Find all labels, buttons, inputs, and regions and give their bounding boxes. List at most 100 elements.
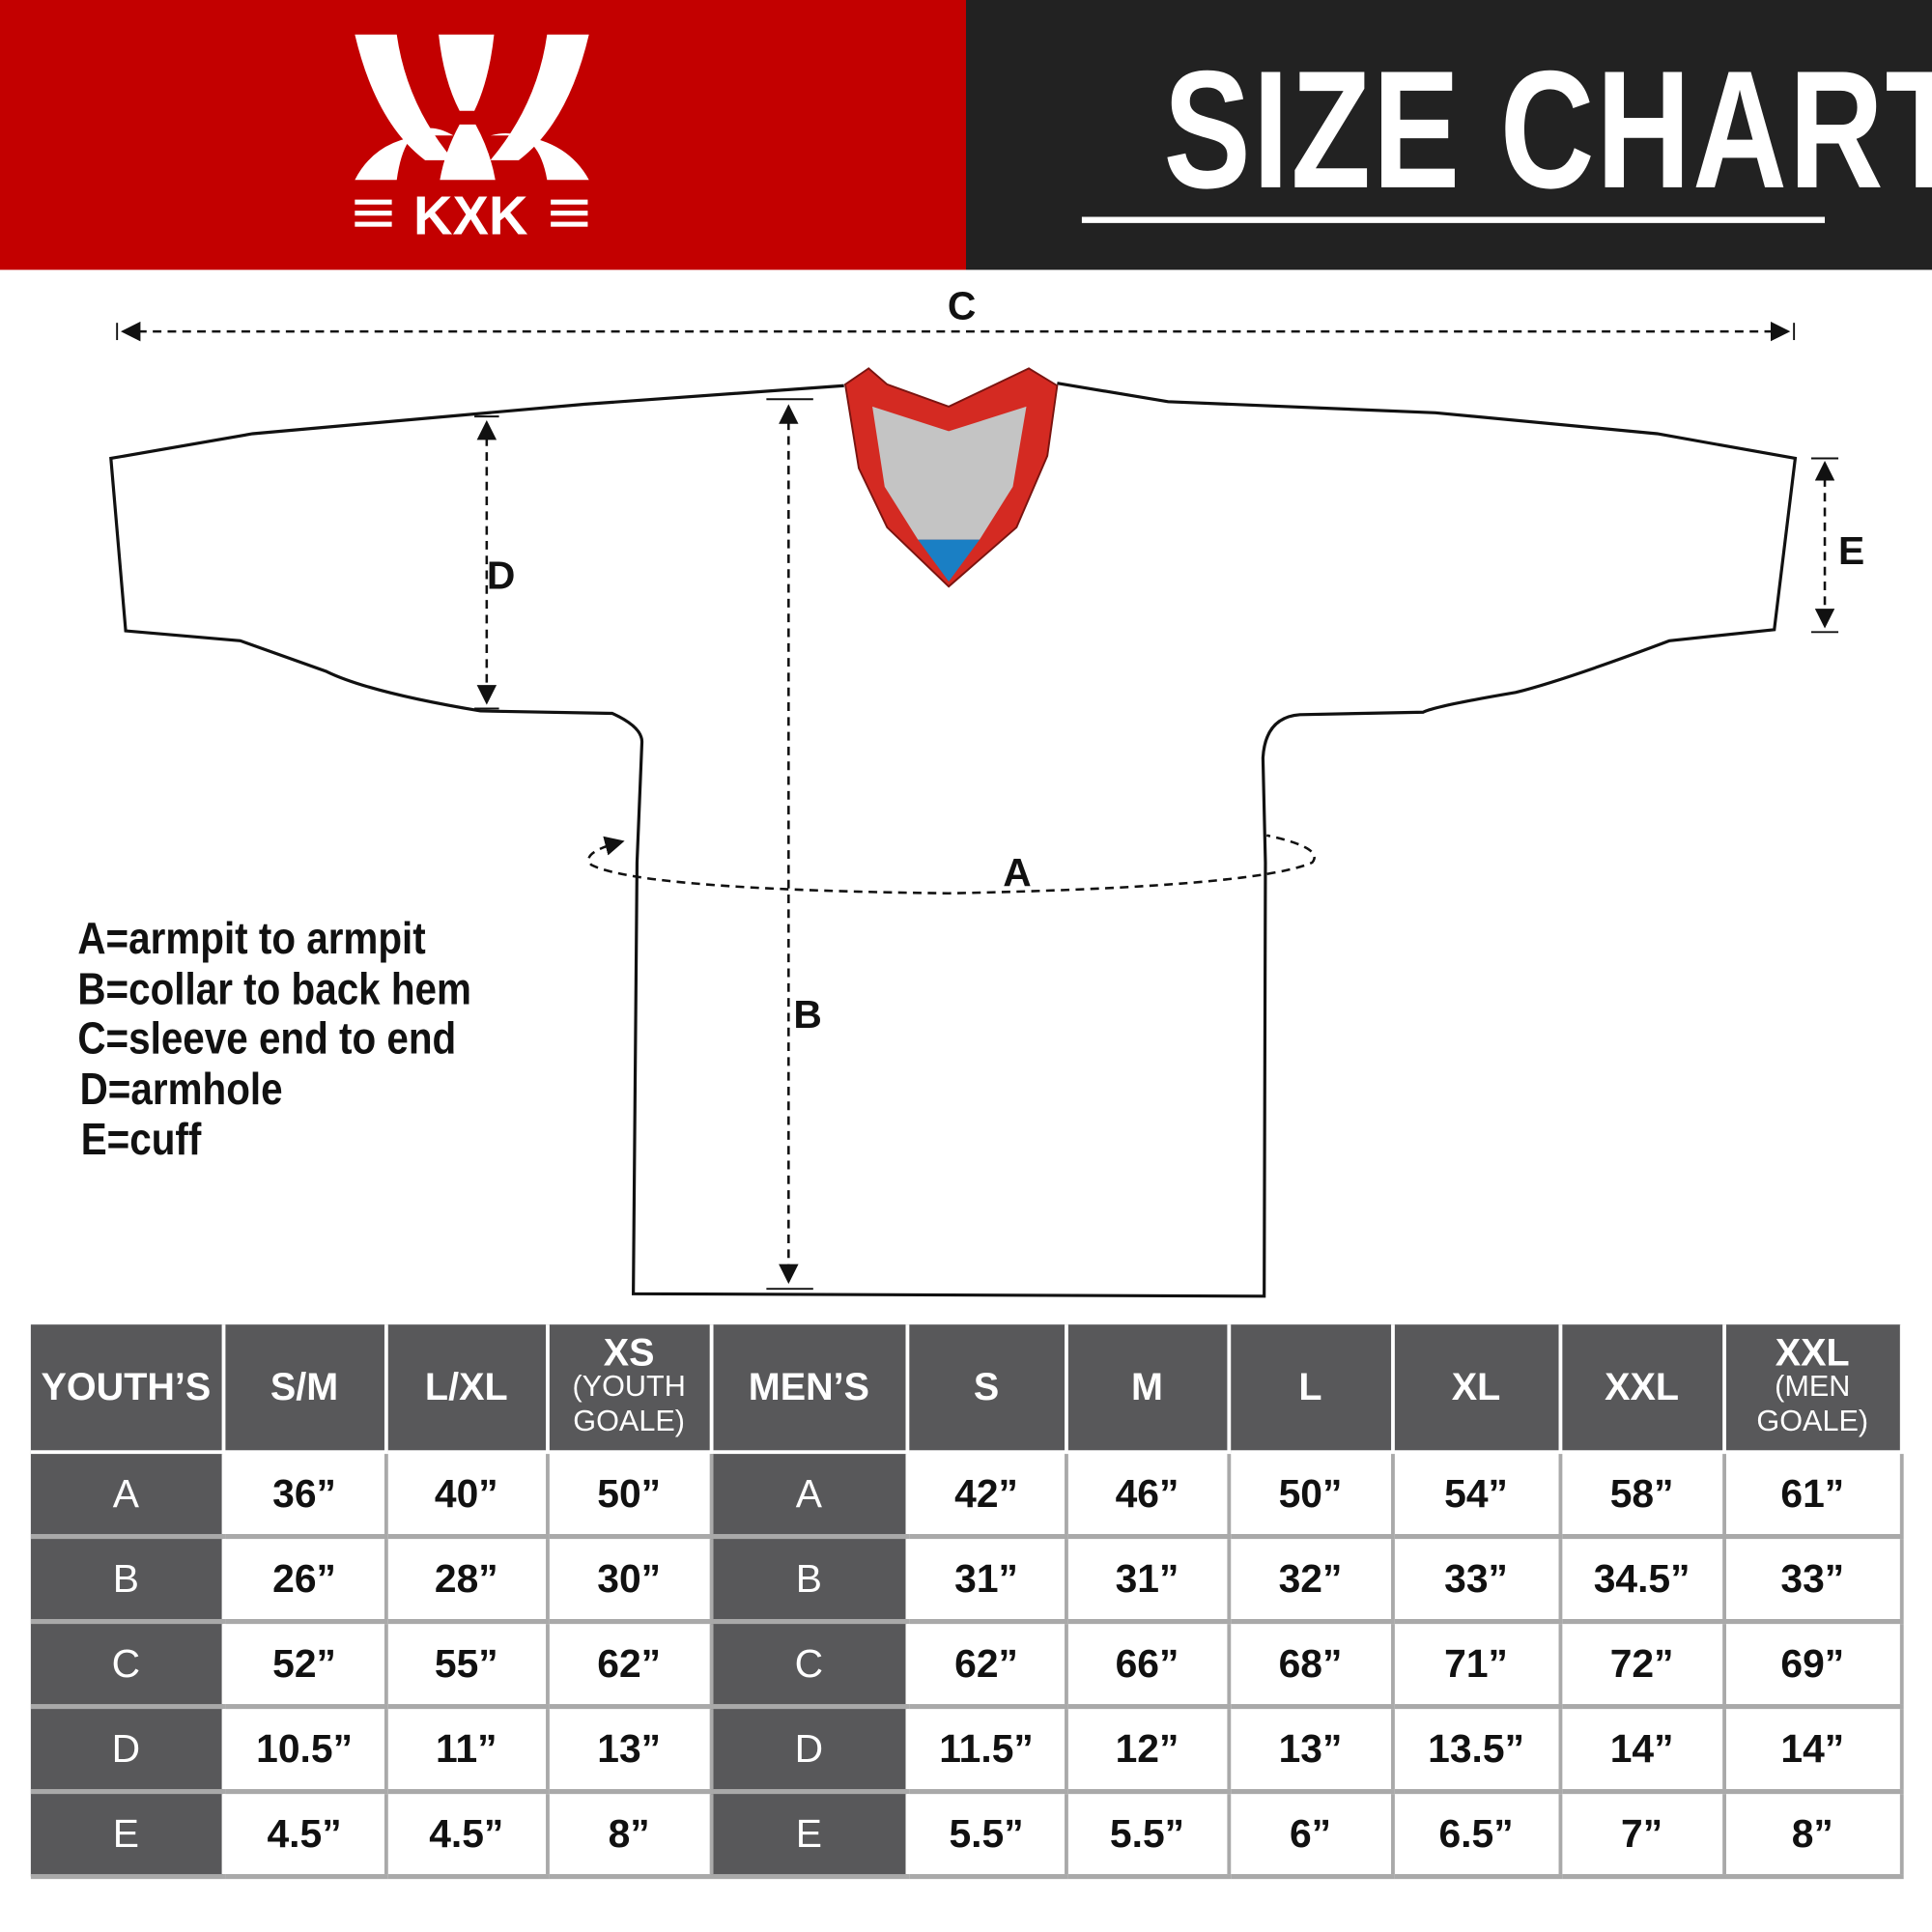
header-label: XXL (1775, 1330, 1850, 1375)
men-value-cell: 33” (1723, 1536, 1904, 1625)
header-label: L/XL (424, 1365, 508, 1408)
youth-value-cell: 40” (385, 1452, 550, 1540)
men-value-cell: 66” (1065, 1621, 1231, 1710)
label-d: D (486, 553, 516, 598)
collar-inner (872, 406, 1027, 540)
header-label: YOUTH’S (41, 1365, 212, 1408)
men-value-cell: 31” (906, 1536, 1068, 1625)
men-value-cell: 72” (1559, 1621, 1726, 1710)
header-sublabel: (MEN GOALE) (1756, 1370, 1869, 1438)
men-value-cell: 54” (1392, 1452, 1562, 1540)
men-value-cell: 68” (1228, 1621, 1395, 1710)
men-size-header: XXL (MEN GOALE) (1723, 1324, 1904, 1455)
youth-value-cell: 36” (222, 1452, 388, 1540)
table-row: E 4.5” 4.5” 8” E 5.5” 5.5” 6” 6.5” 7” 8” (30, 1791, 1904, 1880)
men-value-cell: 14” (1559, 1706, 1726, 1795)
header-label: XL (1451, 1365, 1501, 1408)
men-value-cell: 5.5” (906, 1791, 1068, 1880)
table-row: D 10.5” 11” 13” D 11.5” 12” 13” 13.5” 14” 14” (30, 1706, 1904, 1795)
men-value-cell: 46” (1065, 1452, 1231, 1540)
row-label: C (710, 1621, 909, 1710)
men-value-cell: 71” (1392, 1621, 1562, 1710)
men-value-cell: 62” (906, 1621, 1068, 1710)
youth-value-cell: 4.5” (385, 1791, 550, 1880)
youth-value-cell: 13” (547, 1706, 713, 1795)
men-header: MEN’S (710, 1324, 909, 1455)
row-label: D (30, 1706, 225, 1795)
kxk-logo: KXK (355, 34, 589, 245)
label-e: E (1838, 528, 1865, 574)
row-label: B (30, 1536, 225, 1625)
table-row: C 52” 55” 62” C 62” 66” 68” 71” 72” 69” (30, 1621, 1904, 1710)
men-value-cell: 32” (1228, 1536, 1395, 1625)
men-value-cell: 58” (1559, 1452, 1726, 1540)
header-label: MEN’S (748, 1365, 869, 1408)
men-value-cell: 14” (1723, 1706, 1904, 1795)
men-value-cell: 11.5” (906, 1706, 1068, 1795)
header-label: XXL (1605, 1365, 1680, 1408)
youth-value-cell: 8” (547, 1791, 713, 1880)
men-size-header: S (906, 1324, 1068, 1455)
youth-value-cell: 26” (222, 1536, 388, 1625)
row-label: C (30, 1621, 225, 1710)
men-value-cell: 61” (1723, 1452, 1904, 1540)
label-c: C (947, 283, 977, 328)
youth-value-cell: 55” (385, 1621, 550, 1710)
row-label: E (710, 1791, 909, 1880)
youth-value-cell: 10.5” (222, 1706, 388, 1795)
jersey-outline (109, 382, 1798, 1298)
brand-banner: KXK (0, 0, 966, 270)
legend-item: B=collar to back hem (77, 963, 471, 1014)
legend-item: A=armpit to armpit (77, 913, 426, 964)
men-value-cell: 13” (1228, 1706, 1395, 1795)
row-label: A (30, 1452, 225, 1540)
svg-text:KXK: KXK (413, 185, 527, 245)
youth-header: YOUTH’S (30, 1324, 225, 1455)
men-value-cell: 5.5” (1065, 1791, 1231, 1880)
measurement-legend: A=armpit to armpit B=collar to back hem … (77, 914, 471, 1165)
men-size-header: L (1228, 1324, 1395, 1455)
header-label: M (1131, 1365, 1163, 1408)
men-size-header: M (1065, 1324, 1231, 1455)
row-label: E (30, 1791, 225, 1880)
header-label: XS (603, 1330, 655, 1375)
youth-value-cell: 62” (547, 1621, 713, 1710)
youth-value-cell: 30” (547, 1536, 713, 1625)
youth-size-header: S/M (222, 1324, 388, 1455)
men-value-cell: 7” (1559, 1791, 1726, 1880)
youth-value-cell: 4.5” (222, 1791, 388, 1880)
measure-a-line (587, 834, 1316, 895)
label-a: A (1003, 850, 1032, 895)
men-value-cell: 34.5” (1559, 1536, 1726, 1625)
jersey-diagram (109, 321, 1839, 1298)
row-label: D (710, 1706, 909, 1795)
men-value-cell: 31” (1065, 1536, 1231, 1625)
legend-item: E=cuff (80, 1113, 202, 1165)
header-label: S (973, 1365, 1000, 1408)
youth-value-cell: 28” (385, 1536, 550, 1625)
legend-item: D=armhole (79, 1063, 283, 1115)
men-value-cell: 12” (1065, 1706, 1231, 1795)
men-value-cell: 50” (1228, 1452, 1395, 1540)
youth-size-header: XS (YOUTH GOALE) (547, 1324, 713, 1455)
men-size-header: XXL (1559, 1324, 1726, 1455)
header-label: L (1298, 1365, 1322, 1408)
youth-size-header: L/XL (385, 1324, 550, 1455)
size-table: YOUTH’S S/M L/XL XS (YOUTH GOALE) MEN’S S M L XL X… (30, 1324, 1904, 1880)
header-sublabel: (YOUTH GOALE) (572, 1370, 686, 1438)
youth-value-cell: 52” (222, 1621, 388, 1710)
men-value-cell: 6” (1228, 1791, 1395, 1880)
men-size-header: XL (1392, 1324, 1562, 1455)
men-value-cell: 69” (1723, 1621, 1904, 1710)
label-b: B (793, 991, 822, 1037)
title-underline (1081, 216, 1826, 223)
table-row: A 36” 40” 50” A 42” 46” 50” 54” 58” 61” (30, 1452, 1904, 1540)
men-value-cell: 13.5” (1392, 1706, 1562, 1795)
men-value-cell: 33” (1392, 1536, 1562, 1625)
youth-value-cell: 11” (385, 1706, 550, 1795)
men-value-cell: 8” (1723, 1791, 1904, 1880)
men-value-cell: 6.5” (1392, 1791, 1562, 1880)
table-row: B 26” 28” 30” B 31” 31” 32” 33” 34.5” 33” (30, 1536, 1904, 1625)
row-label: A (710, 1452, 909, 1540)
row-label: B (710, 1536, 909, 1625)
